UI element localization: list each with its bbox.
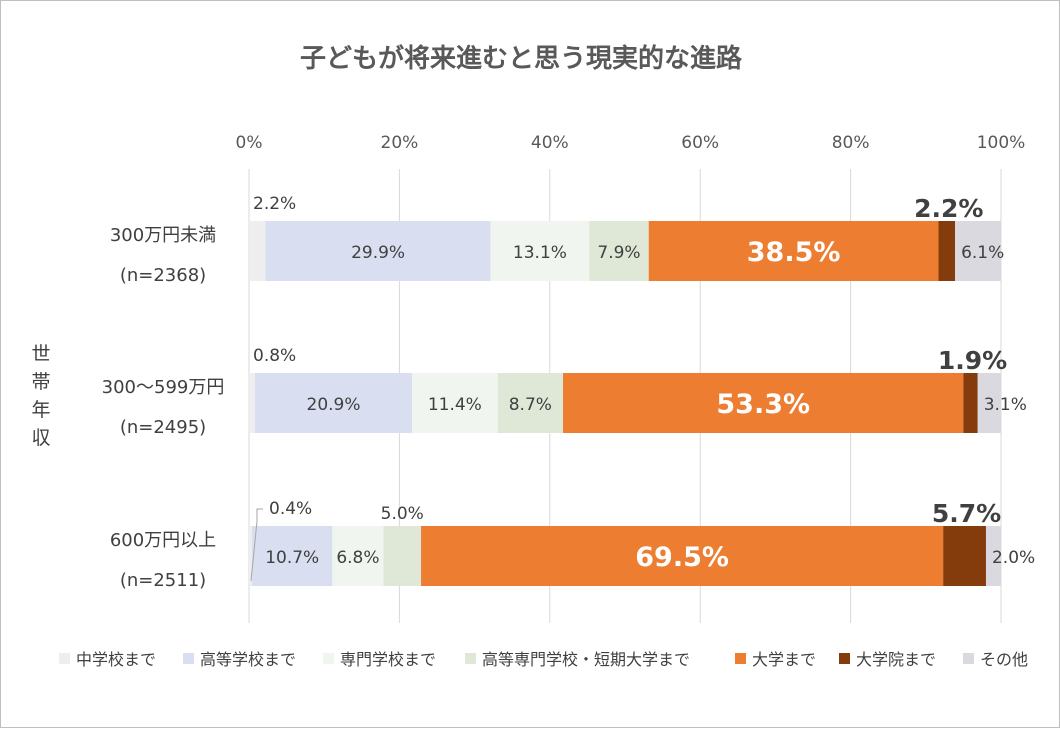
data-label: 5.0% [381,504,424,524]
bar-segment [963,373,978,433]
bar-segment [497,373,564,433]
bars [249,221,1001,586]
legend-swatch [465,653,476,664]
bar-segment [249,221,266,281]
data-labels: 2.2% 29.9% 13.1% 7.9% 38.5% 2.2% 6.1% 0.8% 20.9%… [250,194,1035,582]
data-label: 7.9% [597,243,640,263]
bar-segment [943,526,986,586]
legend-swatch [735,653,746,664]
legend-label: 高等学校まで [200,650,296,669]
category-count: (n=2368) [120,265,206,286]
legend-swatch [323,653,334,664]
data-label: 20.9% [307,395,361,415]
legend-label: 大学院まで [856,650,936,669]
chart-title: 子どもが将来進むと思う現実的な進路 [300,43,743,74]
label-leader-line [250,508,263,582]
bar-segment [589,221,649,281]
legend-swatch [839,653,850,664]
bar-segment [938,221,956,281]
x-tick-label: 100% [977,133,1026,153]
data-label: 2.2% [253,194,296,214]
x-tick-label: 40% [531,133,569,153]
bar-segment [955,221,1001,281]
bar-segment [412,373,498,433]
category-count: (n=2495) [120,417,206,438]
bar-segment [421,526,944,586]
x-tick-label: 80% [832,133,870,153]
data-label: 1.9% [938,346,1007,375]
legend-swatch [183,653,194,664]
bar-segment [490,221,590,281]
bar-segment [249,373,256,433]
bar-segment [252,526,333,586]
bar-segment [265,221,491,281]
bar-segment [255,373,413,433]
legend-label: 大学まで [752,650,816,669]
category-labels: 300万円未満 (n=2368) 300〜599万円 (n=2495) 600万円以上 (… [102,225,225,591]
legend-swatch [59,653,70,664]
x-tick-label: 0% [236,133,263,153]
bar-segment [977,373,1001,433]
bar-segment [332,526,384,586]
legend-swatch [963,653,974,664]
x-tick-label: 20% [381,133,419,153]
data-label: 10.7% [265,548,319,568]
data-label: 0.8% [253,346,296,366]
data-label: 2.0% [992,548,1035,568]
data-label: 2.2% [914,194,983,223]
data-label: 6.8% [336,548,379,568]
x-axis-ticks: 0% 20% 40% 60% 80% 100% [236,133,1026,153]
data-label: 3.1% [984,395,1027,415]
x-tick-label: 60% [681,133,719,153]
data-label: 29.9% [351,243,405,263]
data-label: 38.5% [747,237,841,268]
data-label: 53.3% [716,389,810,420]
data-label: 8.7% [509,395,552,415]
category-label: 300〜599万円 [102,377,225,398]
data-label: 13.1% [513,243,567,263]
bar-segment [249,526,253,586]
legend-label: 中学校まで [76,650,156,669]
bar-segment [563,373,964,433]
bar-segment [383,526,422,586]
y-axis-label: 世帯年収 [31,343,50,449]
legend-label: 専門学校まで [340,650,436,669]
category-count: (n=2511) [120,570,206,591]
data-label: 11.4% [428,395,482,415]
data-label: 0.4% [269,499,312,519]
data-label: 69.5% [635,542,729,573]
data-label: 5.7% [932,499,1001,528]
bar-segment [985,526,1001,586]
y-axis-title: 世帯年収 [31,343,50,449]
category-label: 300万円未満 [110,225,216,246]
data-label: 6.1% [961,243,1004,263]
bar-segment [648,221,939,281]
category-label: 600万円以上 [110,530,216,551]
legend-label: その他 [980,650,1028,669]
legend: 中学校まで 高等学校まで 専門学校まで 高等専門学校・短期大学まで 大学まで 大学院まで そ… [59,650,1028,669]
legend-label: 高等専門学校・短期大学まで [482,650,690,669]
